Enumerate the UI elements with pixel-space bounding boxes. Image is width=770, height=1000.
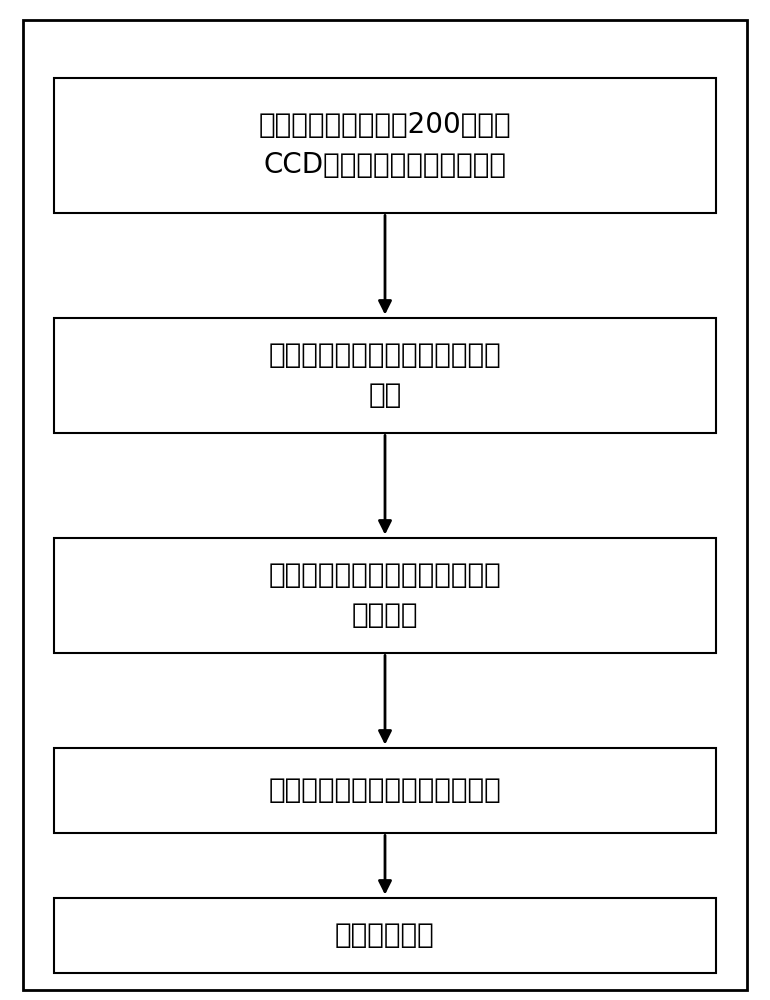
Text: 提取单晶生长固液界面处的晶体
轮廓: 提取单晶生长固液界面处的晶体 轮廓 <box>269 342 501 408</box>
Text: 获得单晶直径: 获得单晶直径 <box>335 921 435 949</box>
Bar <box>54 748 716 832</box>
Text: 将所述晶体轮廓进行拟合，获得
椭圆边界: 将所述晶体轮廓进行拟合，获得 椭圆边界 <box>269 562 501 629</box>
Bar <box>54 78 716 213</box>
Text: 利用一个分辨率高于200万像素
CCD摄像头获取单晶生长图像: 利用一个分辨率高于200万像素 CCD摄像头获取单晶生长图像 <box>259 111 511 178</box>
Bar <box>54 537 716 652</box>
Bar <box>54 318 716 432</box>
Bar <box>54 898 716 972</box>
Text: 将所述椭圆边界校正成圆形边界: 将所述椭圆边界校正成圆形边界 <box>269 776 501 804</box>
